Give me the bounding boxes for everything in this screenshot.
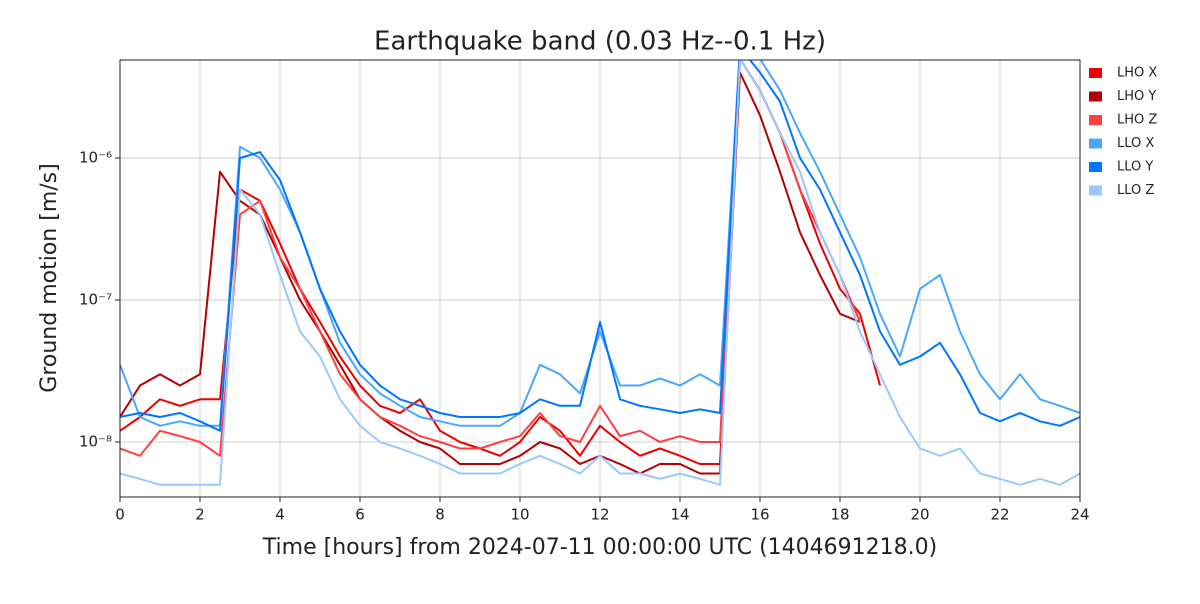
x-tick-label: 22 [990,506,1009,524]
x-tick-label: 20 [910,506,929,524]
x-axis-label: Time [hours] from 2024-07-11 00:00:00 UT… [262,535,937,560]
series-line [120,60,1080,427]
legend-label: LHO X [1117,66,1157,81]
y-tick-label: 10⁻⁶ [79,149,112,167]
x-tick-label: 6 [355,506,365,524]
chart-title: Earthquake band (0.03 Hz--0.1 Hz) [374,27,826,57]
legend-label: LLO Z [1117,183,1154,198]
x-tick-label: 4 [275,506,285,524]
series-line [120,60,1080,432]
x-tick-label: 14 [670,506,689,524]
x-tick-label: 24 [1070,506,1089,524]
x-tick-label: 16 [750,506,769,524]
legend-label: LLO Y [1117,160,1153,175]
x-tick-label: 18 [830,506,849,524]
series-line [120,60,1080,486]
legend-swatch [1089,162,1102,172]
legend-swatch [1089,138,1102,149]
x-tick-label: 2 [195,506,205,524]
legend-label: LHO Y [1117,89,1156,104]
legend-swatch [1089,91,1102,102]
y-tick-label: 10⁻⁸ [79,433,112,451]
x-tick-label: 12 [590,506,609,524]
legend-swatch [1089,115,1102,125]
legend-label: LLO X [1117,136,1154,151]
legend-swatch [1089,185,1102,196]
x-tick-label: 10 [510,506,529,524]
legend-label: LHO Z [1117,113,1157,128]
y-tick-label: 10⁻⁷ [79,291,112,309]
y-axis-label: Ground motion [m/s] [37,163,62,392]
x-tick-label: 8 [435,506,445,524]
legend-swatch [1089,68,1102,78]
x-tick-label: 0 [115,506,125,524]
